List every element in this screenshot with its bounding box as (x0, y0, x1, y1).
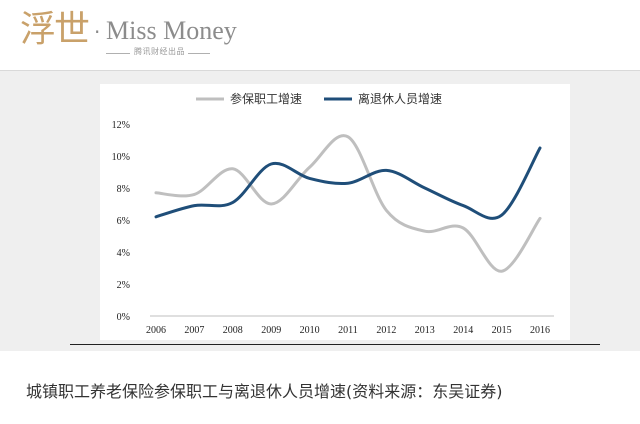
x-tick-label: 2016 (530, 325, 550, 336)
x-tick-label: 2015 (492, 325, 512, 336)
y-tick-label: 8% (117, 184, 130, 195)
chart-series (154, 134, 542, 273)
legend-label-2: 离退休人员增速 (358, 91, 442, 106)
brand-logo-dot: · (94, 20, 101, 44)
y-tick-label: 2% (117, 280, 130, 291)
y-tick-label: 10% (112, 152, 130, 163)
brand-divider-left (106, 53, 130, 54)
x-tick-label: 2011 (338, 325, 358, 336)
brand-logo-cn: 浮世 (20, 9, 90, 50)
x-tick-label: 2009 (261, 325, 281, 336)
x-tick-label: 2006 (146, 325, 166, 336)
x-tick-label: 2013 (415, 325, 435, 336)
x-tick-label: 2014 (453, 325, 473, 336)
x-tick-label: 2008 (223, 325, 243, 336)
legend-label-1: 参保职工增速 (230, 91, 302, 106)
x-tick-label: 2007 (184, 325, 204, 336)
y-tick-label: 12% (112, 120, 130, 131)
series-line-2 (154, 146, 542, 220)
chart-caption: 城镇职工养老保险参保职工与离退休人员增速(资料来源：东吴证券) (26, 382, 503, 401)
chart-bottom-rule (70, 344, 600, 345)
x-tick-label: 2012 (376, 325, 396, 336)
series-line-1 (154, 134, 542, 273)
chart-legend: 参保职工增速 离退休人员增速 (196, 91, 442, 106)
y-tick-label: 4% (117, 248, 130, 259)
line-chart: 参保职工增速 离退休人员增速 0% 2% 4% 6% 8% 10% 12% 2006 2007 20… (112, 91, 554, 336)
x-tick-label: 2010 (300, 325, 320, 336)
brand-logo-en: Miss Money (106, 16, 237, 45)
page-header: 浮世 · Miss Money 腾讯财经出品 (0, 0, 640, 71)
chart-container: 参保职工增速 离退休人员增速 0% 2% 4% 6% 8% 10% 12% 2006 2007 20… (100, 84, 570, 340)
brand-subtitle: 腾讯财经出品 (134, 47, 185, 56)
brand-divider-right (188, 53, 210, 54)
y-tick-label: 6% (117, 216, 130, 227)
chart-axes: 0% 2% 4% 6% 8% 10% 12% 2006 2007 2008 2009 2010 2011… (112, 120, 554, 336)
y-tick-label: 0% (117, 312, 130, 323)
